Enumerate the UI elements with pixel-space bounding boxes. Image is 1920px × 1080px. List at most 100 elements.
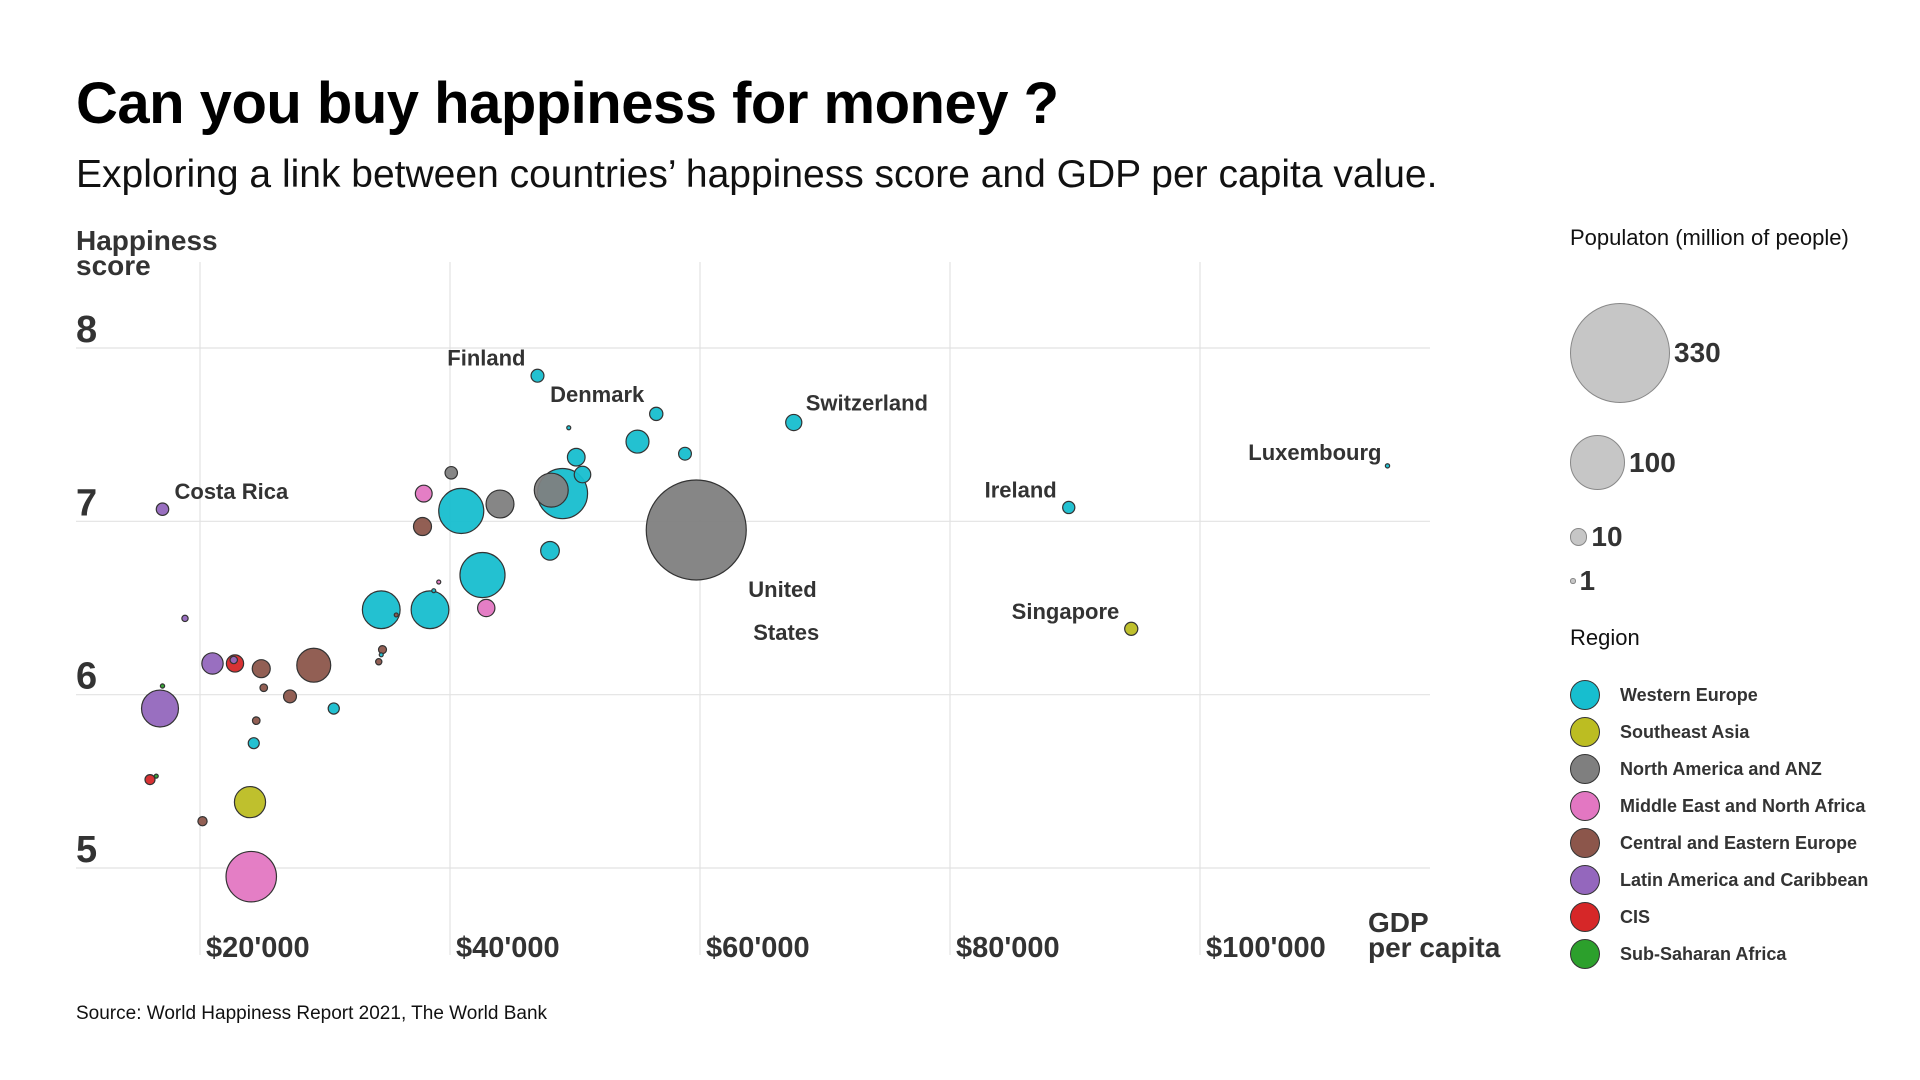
region-legend-item[interactable]: Central and Eastern Europe xyxy=(1570,828,1857,858)
y-tick-label: 5 xyxy=(76,829,97,871)
data-point[interactable] xyxy=(377,645,388,655)
source-note: Source: World Happiness Report 2021, The… xyxy=(76,1003,548,1024)
size-legend-label: 330 xyxy=(1674,337,1721,368)
data-point[interactable] xyxy=(153,773,159,779)
size-legend-label: 10 xyxy=(1591,521,1623,552)
region-legend-item[interactable]: CIS xyxy=(1570,902,1650,932)
size-legend-title: Populaton (million of people) xyxy=(1570,225,1849,250)
data-point[interactable] xyxy=(225,850,278,903)
data-point[interactable] xyxy=(251,659,271,679)
region-label: Middle East and North Africa xyxy=(1620,795,1866,816)
chart-title: Can you buy happiness for money ? xyxy=(76,71,1059,136)
data-point[interactable] xyxy=(247,737,260,750)
x-tick-label: $20'000 xyxy=(206,932,310,964)
data-point[interactable] xyxy=(1062,500,1076,515)
size-legend-circle xyxy=(1570,303,1670,403)
x-axis-title-line: GDP xyxy=(1368,907,1429,938)
data-point[interactable] xyxy=(436,579,442,585)
data-point[interactable] xyxy=(540,540,560,561)
data-point[interactable] xyxy=(378,652,384,658)
data-point[interactable] xyxy=(197,815,208,827)
data-point[interactable] xyxy=(393,612,399,618)
data-point[interactable] xyxy=(485,489,515,519)
region-swatch xyxy=(1570,754,1600,784)
data-point[interactable] xyxy=(533,472,569,508)
data-point[interactable] xyxy=(282,689,298,704)
size-legend-item: 10 xyxy=(1570,521,1623,553)
country-label: United xyxy=(748,577,816,602)
data-point[interactable] xyxy=(361,590,401,630)
data-point[interactable] xyxy=(412,516,433,537)
data-point[interactable] xyxy=(1124,621,1139,636)
data-point[interactable] xyxy=(444,465,459,480)
size-legend-item: 330 xyxy=(1570,303,1721,403)
data-point[interactable] xyxy=(201,652,224,675)
region-label: Central and Eastern Europe xyxy=(1620,832,1858,853)
country-label: Ireland xyxy=(985,477,1057,502)
y-axis-title-line: score xyxy=(76,250,151,281)
region-swatch xyxy=(1570,680,1600,710)
region-legend-item[interactable]: Latin America and Caribbean xyxy=(1570,865,1868,895)
region-legend-item[interactable]: Sub-Saharan Africa xyxy=(1570,939,1786,969)
region-legend-item[interactable]: Middle East and North Africa xyxy=(1570,791,1865,821)
data-point[interactable] xyxy=(438,487,485,535)
data-point[interactable] xyxy=(229,655,239,665)
y-axis-title-line: Happiness xyxy=(76,225,218,256)
data-point[interactable] xyxy=(410,590,450,630)
region-swatch xyxy=(1570,939,1600,969)
size-legend-circle xyxy=(1570,528,1588,546)
data-point[interactable] xyxy=(476,598,496,618)
region-label: CIS xyxy=(1620,906,1651,927)
size-legend-label: 100 xyxy=(1629,446,1676,478)
data-point[interactable] xyxy=(785,413,803,432)
data-point[interactable] xyxy=(251,716,261,726)
data-point[interactable] xyxy=(645,479,747,581)
data-point[interactable] xyxy=(530,368,545,383)
country-label: Singapore xyxy=(1012,599,1120,624)
data-point[interactable] xyxy=(625,429,650,454)
data-point[interactable] xyxy=(431,588,437,594)
region-legend-item[interactable]: Southeast Asia xyxy=(1570,717,1749,747)
data-point[interactable] xyxy=(259,683,269,693)
data-point[interactable] xyxy=(566,447,586,467)
x-tick-label: $60'000 xyxy=(706,932,810,964)
data-point[interactable] xyxy=(649,406,664,422)
country-label: States xyxy=(753,620,819,645)
data-point[interactable] xyxy=(181,614,189,623)
size-legend-label: 1 xyxy=(1579,565,1596,596)
size-legend-item: 100 xyxy=(1570,435,1676,491)
data-point[interactable] xyxy=(459,551,506,599)
country-label: Luxembourg xyxy=(1248,440,1381,465)
region-legend-item[interactable]: North America and ANZ xyxy=(1570,754,1822,784)
y-tick-label: 6 xyxy=(76,656,97,698)
data-point[interactable] xyxy=(144,773,156,786)
y-tick-label: 8 xyxy=(76,309,97,351)
country-label: Costa Rica xyxy=(175,479,289,504)
country-label: Switzerland xyxy=(806,391,928,416)
region-swatch xyxy=(1570,791,1600,821)
data-point[interactable] xyxy=(327,702,340,715)
data-point[interactable] xyxy=(159,683,166,689)
region-swatch xyxy=(1570,865,1600,895)
data-point[interactable] xyxy=(375,657,383,666)
region-legend-item[interactable]: Western Europe xyxy=(1570,680,1758,710)
region-swatch xyxy=(1570,902,1600,932)
x-tick-label: $80'000 xyxy=(956,932,1060,964)
data-point[interactable] xyxy=(233,785,267,819)
data-point[interactable] xyxy=(414,484,433,503)
country-label: Finland xyxy=(447,346,525,371)
country-label: Denmark xyxy=(550,382,645,407)
size-legend-circle xyxy=(1570,435,1626,491)
data-point[interactable] xyxy=(296,647,332,683)
scatter-chart: 5 6 7 8 $20'000 $40'000 $60'000 $80'000 $100'000… xyxy=(76,225,1501,964)
region-swatch xyxy=(1570,717,1600,747)
data-point[interactable] xyxy=(155,502,170,517)
data-point[interactable] xyxy=(566,425,572,431)
region-label: Sub-Saharan Africa xyxy=(1620,943,1787,964)
region-label: Southeast Asia xyxy=(1620,721,1750,742)
region-label: Western Europe xyxy=(1620,684,1758,705)
data-point[interactable] xyxy=(1384,463,1391,469)
data-point[interactable] xyxy=(678,446,692,461)
data-point[interactable] xyxy=(140,689,180,728)
data-point[interactable] xyxy=(573,465,592,484)
